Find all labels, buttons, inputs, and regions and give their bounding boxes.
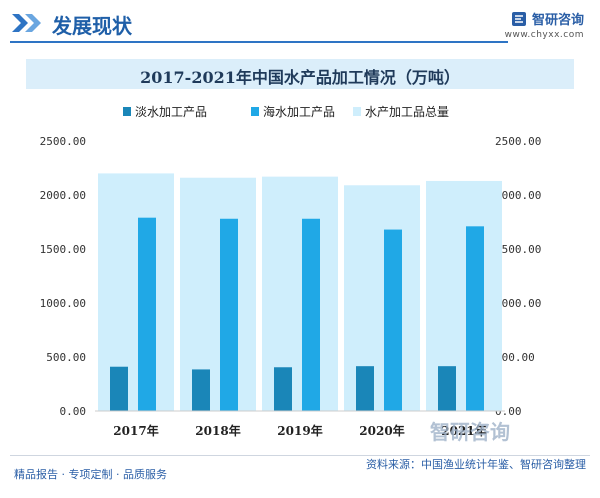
- bar-seawater: [302, 218, 320, 411]
- bar-freshwater: [438, 366, 456, 411]
- footer-source: 资料来源：中国渔业统计年鉴、智研咨询整理: [366, 458, 586, 471]
- y-tick-label-right: 1500.00: [495, 243, 541, 256]
- brand-logo-icon: [511, 11, 526, 26]
- legend-label: 淡水加工产品: [135, 105, 207, 119]
- footer-divider: [10, 455, 590, 456]
- x-tick-label: 2019年: [277, 423, 322, 438]
- y-tick-label-right: 2000.00: [495, 189, 541, 202]
- y-tick-label: 0.00: [60, 405, 87, 418]
- x-tick-label: 2017年: [113, 423, 158, 438]
- bar-total: [98, 173, 174, 411]
- bar-total: [344, 185, 420, 411]
- x-tick-label: 2020年: [359, 423, 404, 438]
- bar-seawater: [220, 218, 238, 411]
- chart-title: 2017-2021年中国水产品加工情况（万吨）: [140, 68, 460, 87]
- legend-swatch: [251, 107, 259, 116]
- bar-freshwater: [192, 369, 210, 411]
- chevron-double-right-icon: [12, 14, 41, 32]
- bar-seawater: [384, 229, 402, 411]
- x-tick-label: 2021年: [441, 423, 486, 438]
- y-tick-label-right: 1000.00: [495, 297, 541, 310]
- bar-total: [426, 180, 502, 411]
- footer-slogan: 精品报告 · 专项定制 · 品质服务: [14, 468, 167, 481]
- bar-total: [262, 176, 338, 411]
- legend-swatch: [353, 107, 361, 116]
- x-tick-label: 2018年: [195, 423, 240, 438]
- legend-swatch: [123, 107, 131, 116]
- legend-label: 水产加工品总量: [365, 105, 449, 119]
- brand-url: www.chyxx.com: [504, 30, 584, 40]
- legend-label: 海水加工产品: [263, 104, 335, 119]
- y-tick-label: 2500.00: [40, 135, 86, 148]
- brand: 智研咨询 www.chyxx.com: [505, 8, 584, 40]
- bar-seawater: [466, 226, 484, 411]
- header-divider: [10, 41, 508, 43]
- bar-seawater: [138, 217, 156, 411]
- bar-total: [180, 177, 256, 411]
- y-tick-label-right: 2500.00: [495, 135, 541, 148]
- y-tick-label: 1500.00: [40, 243, 86, 256]
- y-tick-label: 1000.00: [40, 297, 86, 310]
- bar-freshwater: [356, 366, 374, 411]
- brand-name: 智研咨询: [531, 13, 584, 28]
- y-tick-label: 2000.00: [40, 189, 86, 202]
- chart-title-band: [26, 59, 574, 89]
- brand-watermark: 智研咨询: [430, 420, 510, 444]
- page-header: 发展现状 智研咨询 www.chyxx.com: [0, 0, 600, 52]
- bar-freshwater: [110, 366, 128, 411]
- y-tick-label: 500.00: [46, 351, 86, 364]
- bar-freshwater: [274, 367, 292, 411]
- page-title: 发展现状: [52, 14, 132, 38]
- y-tick-label-right: 500.00: [495, 351, 535, 364]
